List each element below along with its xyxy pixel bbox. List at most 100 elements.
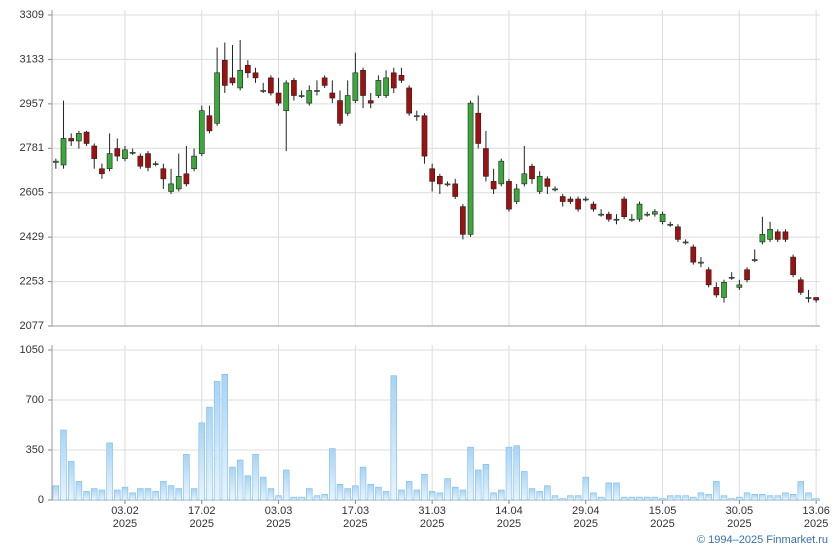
volume-bar bbox=[528, 488, 536, 501]
copyright[interactable]: © 1994–2025 Finmarket.ru bbox=[696, 534, 828, 546]
volume-bar bbox=[144, 488, 152, 501]
candle-body bbox=[68, 138, 75, 142]
volume-bar bbox=[306, 488, 313, 501]
volume-bar bbox=[498, 489, 505, 501]
volume-bar bbox=[797, 481, 805, 501]
volume-bar bbox=[636, 496, 643, 501]
volume-bar bbox=[436, 492, 444, 501]
volume-bar bbox=[812, 498, 820, 501]
volume-bar bbox=[459, 489, 467, 501]
volume-bar bbox=[267, 488, 275, 501]
volume-bar bbox=[759, 493, 766, 501]
volume-bar bbox=[137, 488, 144, 501]
candle-body bbox=[467, 102, 474, 235]
candle-body bbox=[183, 173, 190, 185]
volume-bar bbox=[505, 446, 513, 501]
candle-body bbox=[767, 229, 773, 240]
volume-bar bbox=[121, 486, 129, 501]
volume-bar bbox=[114, 489, 121, 501]
volume-bar bbox=[229, 466, 236, 501]
volume-bar bbox=[559, 498, 566, 501]
x-tick-label: 31.03 2025 bbox=[418, 505, 446, 530]
candle-body bbox=[129, 152, 136, 154]
candle-body bbox=[145, 153, 151, 168]
candle-body bbox=[782, 231, 789, 240]
volume-bar bbox=[551, 495, 559, 501]
volume-bar bbox=[298, 496, 305, 501]
volume-bar bbox=[213, 381, 221, 501]
candle-body bbox=[605, 213, 612, 220]
x-tick-label: 17.03 2025 bbox=[341, 505, 370, 530]
candle-body bbox=[76, 133, 82, 142]
x-tick-label: 03.02 2025 bbox=[111, 505, 139, 530]
candle-body bbox=[283, 82, 290, 111]
y-tick-label: 3309 bbox=[20, 9, 44, 21]
volume-bar bbox=[628, 496, 636, 501]
candle-body bbox=[383, 77, 389, 96]
candle-body bbox=[667, 223, 674, 226]
y-tick-label: 700 bbox=[26, 394, 44, 406]
candle-body bbox=[214, 72, 220, 124]
volume-bar bbox=[60, 429, 67, 501]
candle-body bbox=[375, 80, 382, 96]
candle-body bbox=[575, 198, 581, 210]
candle-body bbox=[728, 276, 735, 279]
candle-body bbox=[421, 115, 428, 157]
candle-body bbox=[53, 160, 59, 163]
candle-body bbox=[567, 198, 574, 202]
volume-bar bbox=[690, 496, 697, 501]
candle-body bbox=[367, 100, 374, 104]
candle-body bbox=[137, 155, 144, 167]
x-tick-label: 14.04 2025 bbox=[495, 505, 523, 530]
volume-bar bbox=[582, 476, 589, 501]
candle-body bbox=[797, 279, 804, 293]
volume-bar bbox=[321, 493, 328, 501]
candle-body bbox=[759, 234, 766, 243]
candle-body bbox=[390, 72, 397, 89]
volume-bar bbox=[451, 486, 459, 501]
volume-bar bbox=[359, 466, 367, 501]
x-tick-label: 13.06 2025 bbox=[802, 505, 830, 530]
candle-body bbox=[513, 188, 520, 202]
volume-bar bbox=[720, 495, 728, 501]
volume-bar bbox=[91, 488, 98, 501]
y-tick-label: 2957 bbox=[20, 98, 44, 110]
candle-body bbox=[713, 287, 720, 296]
candle-body bbox=[483, 148, 489, 177]
volume-bar bbox=[352, 485, 359, 501]
candle-body bbox=[452, 183, 459, 197]
candle-body bbox=[498, 160, 505, 185]
candle-body bbox=[275, 92, 282, 104]
volume-bar bbox=[428, 491, 436, 501]
candle-body bbox=[460, 206, 466, 235]
volume-bar bbox=[283, 469, 290, 501]
volume-bar bbox=[590, 492, 597, 501]
volume-bar bbox=[467, 446, 474, 501]
candle-body bbox=[682, 241, 689, 244]
candle-body bbox=[191, 155, 197, 170]
y-tick-label: 2781 bbox=[20, 142, 44, 154]
volume-bar bbox=[167, 485, 175, 501]
candle-body bbox=[544, 178, 551, 187]
candle-body bbox=[221, 59, 228, 86]
candle-body bbox=[398, 75, 405, 81]
y-tick-label: 1050 bbox=[20, 344, 44, 356]
volume-bar bbox=[567, 495, 574, 501]
candle-body bbox=[83, 131, 90, 144]
candle-body bbox=[659, 213, 666, 223]
candle-body bbox=[252, 72, 259, 79]
volume-bar bbox=[743, 492, 751, 501]
volume-bar bbox=[336, 483, 344, 501]
volume-bar bbox=[329, 448, 336, 501]
candle-body bbox=[590, 203, 597, 210]
volume-bar bbox=[713, 481, 720, 501]
volume-bar bbox=[198, 422, 205, 501]
volume-bar bbox=[651, 496, 659, 501]
volume-bar bbox=[605, 482, 613, 501]
candle-body bbox=[337, 100, 343, 124]
candle-body bbox=[198, 110, 205, 154]
candle-body bbox=[790, 256, 796, 276]
volume-bar bbox=[536, 491, 543, 501]
candle-body bbox=[690, 246, 697, 263]
